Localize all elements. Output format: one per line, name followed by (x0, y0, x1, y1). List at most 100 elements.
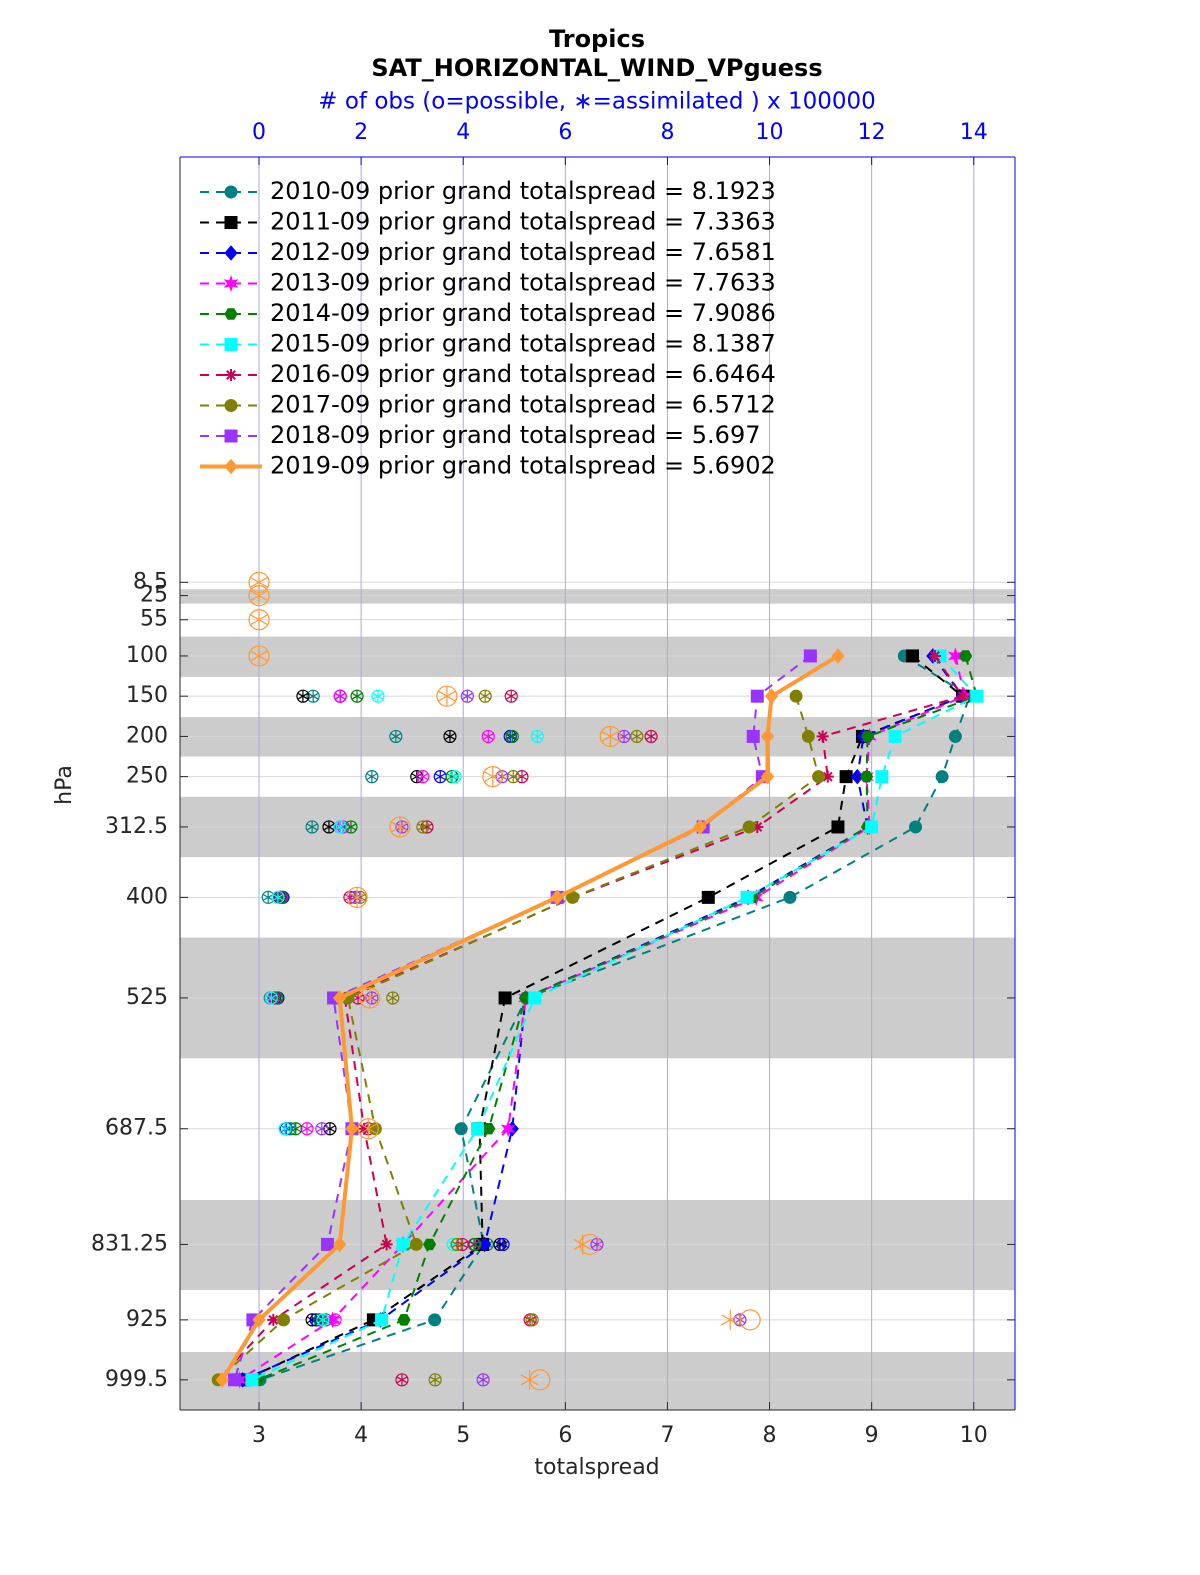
obs-assimilated (366, 991, 378, 1004)
chart-subtitle: SAT_HORIZONTAL_WIND_VPguess (371, 54, 822, 82)
x-tick-label: 8 (763, 1423, 777, 1448)
x2-tick-label: 10 (756, 120, 784, 145)
obs-assimilated (307, 690, 319, 703)
obs-possible (579, 1233, 601, 1256)
marker (224, 458, 238, 475)
x-tick-label: 3 (252, 1423, 266, 1448)
obs-assimilated (507, 770, 519, 783)
marker (224, 399, 238, 412)
y-tick-label: 400 (126, 884, 168, 909)
marker (801, 729, 815, 743)
obs-assimilated (317, 1313, 329, 1326)
legend-label: 2019-09 prior grand totalspread = 5.6902 (270, 452, 776, 480)
marker (396, 1237, 410, 1251)
obs-assimilated (444, 730, 456, 743)
obs-assimilated (477, 1373, 489, 1386)
marker (701, 890, 715, 904)
obs-assimilated (417, 770, 429, 783)
marker (228, 1373, 242, 1387)
x2-tick-label: 12 (858, 120, 886, 145)
marker (831, 648, 845, 664)
marker (358, 1122, 371, 1135)
y-tick-label: 100 (126, 643, 168, 668)
obs-assimilated (250, 585, 268, 606)
marker (245, 1373, 259, 1387)
x2-tick-label: 2 (354, 120, 368, 145)
marker (215, 1372, 229, 1388)
obs-assimilated (721, 1309, 740, 1330)
marker (875, 770, 889, 784)
marker (498, 991, 512, 1005)
marker (375, 1313, 389, 1327)
x2-tick-label: 4 (456, 120, 470, 145)
obs-assimilated (324, 1122, 336, 1135)
obs-assimilated (483, 766, 502, 787)
marker (380, 1238, 393, 1251)
x2-tick-label: 8 (660, 120, 674, 145)
marker (948, 729, 962, 743)
marker (905, 649, 919, 663)
marker (860, 730, 875, 743)
obs-assimilated (396, 1373, 408, 1386)
obs-assimilated (360, 987, 379, 1008)
obs-assimilated (429, 1373, 441, 1386)
y-tick-label: 8.5 (133, 569, 168, 594)
obs-assimilated (479, 690, 491, 703)
legend-label: 2014-09 prior grand totalspread = 7.9086 (270, 299, 776, 327)
obs-assimilated (372, 690, 384, 703)
marker (970, 689, 984, 703)
series-line (244, 655, 965, 1381)
marker (760, 728, 775, 745)
y-tick-label: 831.25 (91, 1231, 168, 1256)
obs-assimilated (396, 820, 408, 833)
obs-assimilated (334, 820, 346, 833)
obs-assimilated (591, 1238, 603, 1251)
obs-assimilated (250, 645, 268, 666)
marker (909, 820, 923, 834)
x2-tick-label: 14 (960, 120, 988, 145)
marker (783, 890, 797, 904)
obs-assimilated (390, 730, 402, 743)
obs-assimilated (349, 891, 361, 904)
shaded-layer (180, 1352, 1015, 1410)
chart-title: Tropics (549, 25, 645, 53)
marker (789, 689, 803, 703)
obs-assimilated (290, 1122, 302, 1135)
y-tick-label: 150 (126, 683, 168, 708)
obs-assimilated (451, 1238, 463, 1251)
obs-assimilated (482, 730, 494, 743)
legend-label: 2018-09 prior grand totalspread = 5.697 (270, 421, 760, 449)
marker (500, 1120, 516, 1138)
obs-possible (739, 1309, 761, 1331)
marker (693, 819, 707, 835)
x-tick-label: 4 (354, 1423, 368, 1448)
marker (223, 274, 239, 293)
marker (224, 338, 238, 351)
marker (333, 1236, 347, 1253)
obs-assimilated (469, 1238, 481, 1251)
obs-assimilated (334, 690, 346, 703)
marker (482, 1123, 496, 1135)
obs-assimilated (631, 730, 643, 743)
obs-assimilated (434, 770, 446, 783)
marker (325, 1311, 340, 1329)
obs-assimilated (506, 730, 518, 743)
obs-assimilated (345, 820, 357, 833)
obs-assimilated (279, 1122, 291, 1135)
obs-assimilated (348, 887, 367, 908)
obs-assimilated (316, 1122, 328, 1135)
marker (803, 649, 817, 663)
x2-tick-label: 6 (558, 120, 572, 145)
marker (928, 649, 941, 662)
obs-assimilated (417, 820, 429, 833)
marker (333, 990, 347, 1006)
legend-label: 2015-09 prior grand totalspread = 8.1387 (270, 330, 776, 358)
marker (320, 1237, 334, 1251)
obs-assimilated (573, 1234, 592, 1255)
obs-assimilated (250, 609, 268, 630)
marker (550, 889, 564, 906)
y-tick-label: 25 (140, 583, 168, 608)
marker (760, 768, 775, 785)
marker (428, 1313, 442, 1327)
